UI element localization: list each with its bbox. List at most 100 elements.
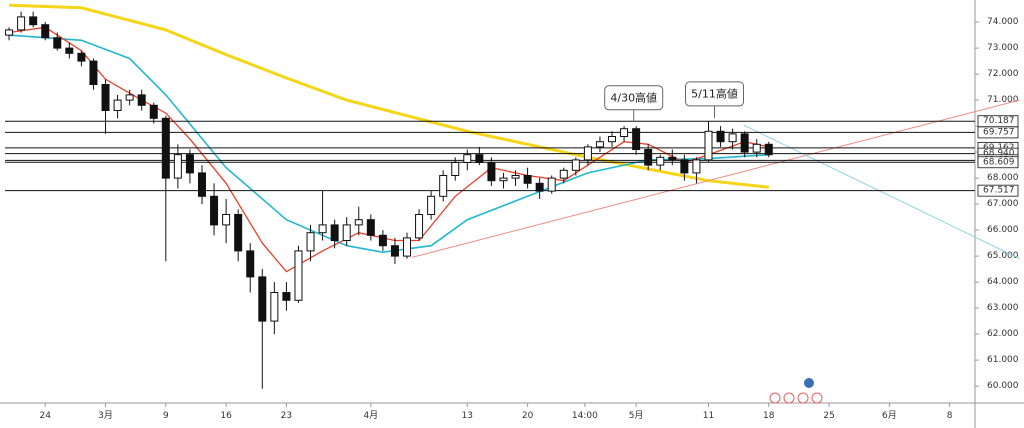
candle-body (668, 156, 677, 161)
event-icon (797, 392, 809, 404)
x-tick-label: 16 (220, 411, 232, 421)
candle-body (451, 162, 460, 176)
annotation: 5/11高値 (685, 81, 745, 118)
candle-body (282, 292, 291, 301)
candle-body (463, 154, 472, 163)
level-label-box (977, 184, 1019, 197)
x-tick-label: 24 (39, 411, 51, 421)
x-tick-label: 14:00 (572, 411, 598, 421)
y-tick-label: 62.000 (987, 329, 1019, 339)
candle-body (53, 37, 62, 49)
candle-body (210, 195, 219, 226)
y-tick-label: 65.000 (987, 251, 1019, 261)
candle-body (535, 182, 544, 192)
level-label: 68.609 (983, 157, 1015, 167)
candle-body (644, 149, 653, 166)
y-tick-label: 61.000 (987, 355, 1019, 365)
candle-body (234, 214, 243, 252)
candle-body (559, 169, 568, 179)
trend-line (743, 124, 1020, 260)
candle-body (65, 47, 74, 54)
y-tick-label: 60.000 (987, 381, 1019, 391)
candle-body (716, 130, 725, 143)
candle-body (403, 237, 412, 257)
candle-body (29, 16, 38, 26)
candle-body (101, 84, 110, 111)
annotation-box (685, 81, 745, 107)
annotation: 4/30高値 (604, 85, 664, 122)
y-tick-label: 71.000 (987, 95, 1019, 105)
candle-body (728, 133, 737, 143)
event-icons (769, 378, 823, 404)
candle-body (439, 175, 448, 197)
level-label-box (977, 126, 1019, 139)
event-icon (783, 392, 795, 404)
candle-body (89, 60, 98, 85)
candle-body (173, 154, 182, 179)
x-tick-label: 4月 (363, 410, 378, 421)
annotation-label: 5/11高値 (691, 86, 738, 100)
candle-body (366, 219, 375, 236)
candle-body (330, 224, 339, 241)
candle-body (752, 143, 761, 153)
candle-body (354, 219, 363, 226)
candle-body (415, 214, 424, 239)
x-tick-label: 6月 (882, 410, 897, 421)
candle-body (487, 162, 496, 182)
candle-body (342, 224, 351, 241)
candle-body (137, 94, 146, 106)
candle-body (608, 136, 617, 143)
level-label: 69.757 (983, 127, 1015, 137)
candle-body (185, 154, 194, 174)
candle-body (378, 234, 387, 247)
candle-body (294, 250, 303, 301)
candle-body (246, 250, 255, 278)
x-tick-label: 9 (163, 411, 169, 421)
candle-body (77, 52, 86, 62)
moving-average (8, 34, 769, 254)
y-tick-label: 66.000 (987, 225, 1019, 235)
level-label: 67.517 (983, 186, 1015, 196)
y-tick-label: 72.000 (987, 69, 1019, 79)
x-tick-label: 13 (462, 411, 473, 421)
y-tick-label: 68.000 (987, 173, 1019, 183)
annotation-label: 4/30高値 (610, 90, 657, 104)
candle-body (113, 99, 122, 111)
candle-body (547, 177, 556, 192)
candle-body (222, 214, 231, 226)
candle-body (306, 232, 315, 252)
x-tick-label: 11 (703, 411, 714, 421)
event-icon (769, 392, 781, 404)
candle-body (740, 133, 749, 153)
level-label: 70.187 (983, 116, 1015, 126)
candle-body (197, 172, 206, 197)
candle-body (704, 130, 713, 161)
candle-body (692, 159, 701, 174)
candle-body (632, 128, 641, 150)
x-tick-label: 5月 (629, 410, 644, 421)
candle-body (427, 195, 436, 216)
candle-body (161, 117, 170, 179)
y-tick-label: 73.000 (987, 43, 1019, 53)
y-tick-label: 74.000 (987, 17, 1019, 27)
candle-body (270, 292, 279, 322)
candle-body (475, 154, 484, 163)
candle-body (390, 245, 399, 257)
candle-body (595, 141, 604, 148)
annotation-box (604, 85, 664, 111)
y-tick-label: 67.000 (987, 199, 1019, 209)
event-icon (811, 392, 823, 404)
candle-body (258, 276, 267, 322)
candle-body (523, 175, 532, 184)
x-tick-label: 18 (763, 411, 775, 421)
candle-body (318, 224, 327, 234)
candle-body (149, 104, 158, 119)
x-tick-label: 8 (947, 411, 953, 421)
y-tick-label: 64.000 (987, 277, 1019, 287)
event-icon (804, 378, 814, 388)
candle-body (680, 159, 689, 174)
candle-body (656, 156, 665, 166)
x-tick-label: 20 (522, 411, 534, 421)
y-tick-label: 63.000 (987, 303, 1019, 313)
